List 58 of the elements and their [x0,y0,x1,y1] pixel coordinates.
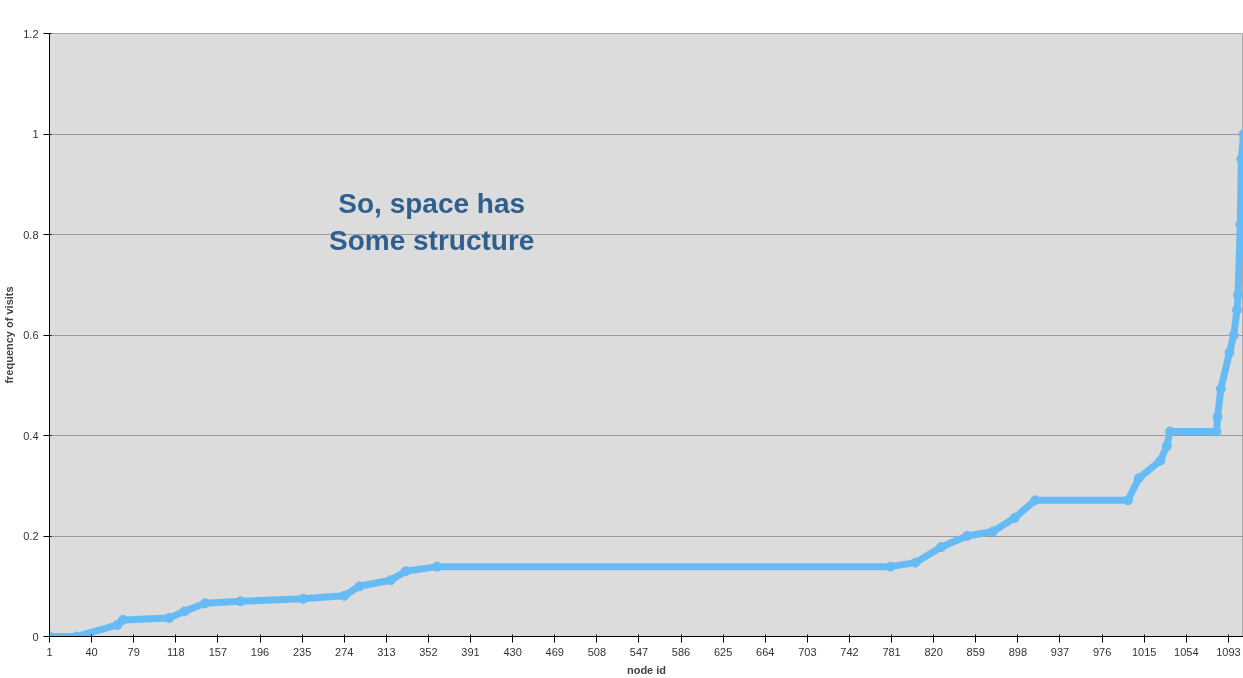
x-tick-label: 469 [545,645,564,658]
y-tick-label: 0.8 [23,228,39,241]
y-tick-label: 1 [32,128,39,140]
x-tick-label: 1 [46,645,53,658]
x-tick-label: 157 [208,645,228,658]
point [1155,455,1166,466]
x-tick-label: 820 [924,645,943,658]
x-tick-label: 625 [713,645,733,658]
x-tick-label: 196 [250,645,270,658]
x-tick-label: 430 [503,645,522,658]
x-tick-label: 1093 [1216,645,1241,658]
x-tick-label: 508 [587,645,607,658]
x-tick-label: 742 [840,645,859,658]
x-tick-label: 586 [671,645,691,658]
x-tick-label: 781 [882,645,901,658]
point [385,575,396,586]
point [910,557,921,568]
x-tick-label: 898 [1008,645,1028,658]
x-tick-label: 547 [629,645,649,658]
point [164,612,175,623]
point [179,606,190,617]
y-tick-label: 0.6 [23,329,39,341]
x-tick-label: 235 [292,645,312,658]
x-tick-label: 352 [419,645,438,658]
y-tick-label: 1.2 [23,27,39,40]
x-tick-label: 118 [167,645,185,658]
point [1215,383,1226,394]
point [1161,441,1172,452]
point [936,542,947,553]
point [962,531,973,541]
point [988,526,999,537]
x-tick-label: 274 [335,645,354,658]
x-tick-label: 40 [85,645,98,658]
x-tick-label: 664 [756,645,775,658]
point [1133,473,1144,484]
y-tick-label: 0.4 [23,429,39,442]
x-tick-label: 313 [377,645,396,658]
y-tick-label: 0.2 [23,530,39,542]
x-tick-label: 391 [461,645,480,658]
annotation: So, space has Some structure [329,188,535,257]
y-axis-title: frequency of visits [3,286,16,384]
point [1009,512,1020,523]
point [400,566,411,577]
point [339,590,350,601]
point [1224,347,1235,358]
x-tick-label: 1054 [1174,645,1199,658]
y-tick-label: 0 [32,630,39,643]
point [1228,330,1239,340]
point [117,614,128,625]
point [199,598,210,609]
x-tick-label: 703 [798,645,817,658]
x-tick-label: 1015 [1131,645,1157,658]
x-axis-title: node id [626,663,667,676]
x-tick-label: 937 [1050,645,1070,658]
point [885,561,896,572]
x-tick-label: 976 [1092,645,1112,658]
x-tick-label: 859 [966,645,985,658]
x-tick-label: 79 [127,645,140,658]
